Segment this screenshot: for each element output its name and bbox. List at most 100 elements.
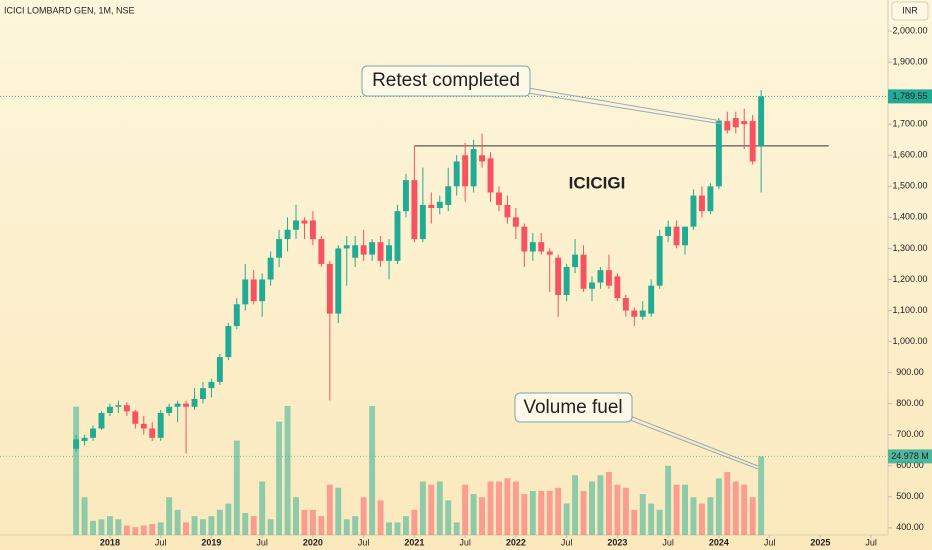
candle-body: [309, 220, 316, 240]
volume-bar: [419, 481, 426, 535]
candle-body: [428, 204, 435, 209]
x-tick-label: 2023: [607, 537, 627, 547]
candle-body: [233, 304, 240, 327]
candle-body: [318, 239, 325, 264]
candle-body: [394, 211, 401, 261]
volume-bar: [538, 490, 545, 535]
candle-body: [453, 161, 460, 187]
volume-bar: [732, 481, 739, 535]
annotation: Volume fuel: [523, 397, 622, 418]
volume-bar: [200, 519, 206, 535]
candle-body: [479, 155, 486, 162]
volume-bar: [614, 484, 621, 535]
volume-bar: [411, 509, 418, 535]
volume-bar: [360, 497, 367, 535]
chart-title: ICICI LOMBARD GEN, 1M, NSE: [4, 5, 135, 15]
volume-bar: [149, 523, 156, 535]
candle-body: [301, 220, 308, 224]
volume-bar: [318, 516, 325, 535]
volume-bar: [208, 516, 215, 535]
callout-pointer: [527, 92, 723, 125]
volume-bar: [622, 487, 629, 535]
volume-bar: [589, 481, 595, 535]
candle-body: [157, 412, 164, 438]
volume-bar: [639, 494, 646, 535]
candle-body: [402, 180, 409, 212]
y-tick-label: 1,500.00: [892, 181, 927, 191]
annotation-box[interactable]: [361, 65, 531, 97]
volume-bar: [123, 525, 130, 535]
y-tick-label: 900.00: [896, 367, 924, 377]
volume-bar: [115, 519, 122, 535]
volume-bar: [225, 503, 232, 535]
volume-bar: [436, 481, 443, 535]
volume-bar: [377, 500, 384, 535]
candle-body: [673, 226, 680, 246]
x-tick-label: 2018: [100, 537, 120, 547]
candle-body: [724, 121, 731, 131]
candle-body: [369, 242, 376, 255]
currency-box[interactable]: [891, 1, 929, 21]
volume-bar: [369, 405, 376, 535]
candle-body: [546, 251, 553, 255]
volume-bar: [724, 472, 731, 535]
volume-bar: [631, 509, 638, 535]
last-price-label: 1,789.55: [892, 91, 927, 101]
volume-bar: [741, 484, 748, 535]
candle-body: [276, 239, 283, 258]
volume-bar: [690, 497, 697, 535]
x-tick-label: Jul: [764, 537, 776, 547]
volume-bar: [504, 478, 511, 535]
candle-body: [73, 439, 80, 449]
candle-body: [758, 96, 765, 146]
volume-bar: [758, 456, 765, 535]
candle-body: [698, 195, 705, 212]
y-tick-label: 600.00: [896, 460, 924, 470]
y-tick-label: 1,900.00: [892, 56, 927, 66]
y-tick-label: 1,300.00: [892, 243, 927, 253]
volume-bar: [597, 475, 604, 535]
volume-bar: [563, 503, 570, 535]
candle-body: [250, 279, 257, 302]
volume-bar: [707, 497, 714, 535]
candle-body: [682, 226, 688, 246]
candle-body: [411, 180, 418, 240]
candle-body: [140, 423, 147, 429]
candle-body: [445, 186, 452, 205]
y-tick-label: 400.00: [896, 522, 924, 532]
volume-bar: [343, 519, 350, 535]
candle-body: [597, 270, 604, 283]
volume-bar: [580, 490, 587, 535]
annotation-box[interactable]: [514, 392, 633, 423]
volume-bar: [352, 516, 359, 535]
candle-body: [741, 121, 748, 125]
volume-bar: [445, 500, 452, 535]
candle-body: [622, 298, 629, 311]
volume-bar: [191, 516, 198, 535]
x-tick-label: Jul: [561, 537, 573, 547]
candle-body: [352, 245, 359, 258]
candle-body: [123, 405, 130, 412]
volume-bar: [521, 494, 528, 535]
candle-body: [504, 204, 511, 218]
volume-bar: [293, 497, 299, 535]
volume-bar: [259, 481, 266, 535]
volume-bar: [673, 484, 680, 535]
candle-body: [555, 257, 562, 295]
volume-bar: [648, 503, 655, 535]
volume-bar: [546, 490, 553, 535]
volume-bar: [73, 406, 80, 535]
x-tick-label: Jul: [155, 537, 167, 547]
candle-body: [605, 270, 612, 286]
candle-body: [715, 121, 722, 187]
volume-bar: [428, 484, 435, 535]
volume-bar: [462, 484, 469, 535]
candle-body: [512, 217, 519, 227]
candle-body: [183, 403, 190, 407]
last-volume-label: 24.978 M: [891, 451, 929, 461]
x-tick-label: 2020: [303, 537, 323, 547]
y-tick-label: 1,100.00: [892, 305, 927, 315]
annotation: Retest completed: [372, 70, 520, 91]
